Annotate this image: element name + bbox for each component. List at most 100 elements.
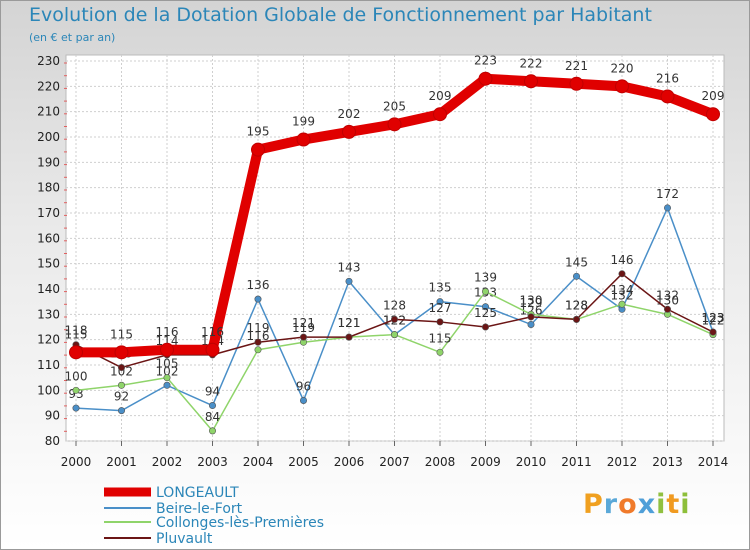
- data-point: [481, 323, 489, 331]
- data-point: [433, 107, 447, 122]
- legend-entry: LONGEAULT: [156, 485, 239, 501]
- y-tick-label: 120: [37, 333, 60, 347]
- data-point: [663, 204, 671, 212]
- data-label: 116: [156, 325, 179, 339]
- y-tick-label: 110: [37, 358, 60, 372]
- data-label: 125: [474, 306, 497, 320]
- data-point: [342, 124, 356, 139]
- data-label: 202: [338, 107, 361, 121]
- x-tick-label: 2008: [425, 455, 456, 469]
- data-label: 143: [338, 260, 361, 274]
- x-tick-label: 2011: [561, 455, 592, 469]
- x-tick-label: 2007: [379, 455, 410, 469]
- data-label: 132: [656, 288, 679, 302]
- data-label: 129: [520, 296, 543, 310]
- data-point: [618, 270, 626, 278]
- data-point: [709, 328, 717, 336]
- data-label: 205: [383, 99, 406, 113]
- data-point: [209, 402, 217, 410]
- data-point: [478, 71, 493, 86]
- x-tick-label: 2002: [152, 455, 183, 469]
- data-point: [436, 318, 444, 326]
- data-point: [390, 315, 398, 323]
- data-label: 222: [520, 56, 543, 70]
- data-label: 199: [292, 115, 315, 129]
- data-point: [72, 386, 80, 394]
- legend-entry: Collonges-lès-Premières: [156, 515, 324, 531]
- chart-title: Evolution de la Dotation Globale de Fonc…: [29, 4, 652, 26]
- data-point: [663, 305, 671, 313]
- data-label: 128: [383, 298, 406, 312]
- data-point: [69, 345, 83, 360]
- x-tick-label: 2004: [243, 455, 274, 469]
- data-point: [706, 107, 720, 122]
- x-tick-label: 2000: [61, 455, 92, 469]
- data-point: [163, 374, 171, 382]
- data-label: 100: [65, 369, 88, 383]
- data-label: 115: [110, 327, 133, 341]
- data-point: [251, 142, 265, 157]
- data-label: 220: [611, 61, 634, 75]
- data-label: 121: [292, 316, 315, 330]
- x-tick-label: 2012: [607, 455, 638, 469]
- y-tick-label: 220: [37, 79, 60, 93]
- legend-entry: Pluvault: [156, 531, 213, 547]
- data-point: [254, 295, 262, 303]
- data-point: [299, 396, 307, 404]
- data-point: [254, 346, 262, 354]
- data-point: [481, 288, 489, 296]
- data-point: [296, 132, 311, 147]
- data-label: 128: [565, 298, 588, 312]
- y-tick-label: 190: [37, 155, 60, 169]
- data-label: 123: [702, 311, 725, 325]
- data-point: [163, 381, 171, 389]
- data-point: [527, 313, 535, 321]
- x-tick-label: 2006: [334, 455, 365, 469]
- y-tick-label: 90: [45, 409, 60, 423]
- data-label: 122: [702, 314, 725, 328]
- legend-entry: Beire-le-Fort: [156, 501, 243, 517]
- data-point: [527, 320, 535, 328]
- data-label: 121: [338, 316, 361, 330]
- data-label: 114: [156, 334, 179, 348]
- data-point: [569, 76, 584, 91]
- data-point: [114, 345, 129, 360]
- data-point: [118, 364, 126, 372]
- x-tick-label: 2001: [106, 455, 137, 469]
- x-tick-label: 2013: [652, 455, 683, 469]
- data-point: [118, 407, 126, 415]
- data-point: [436, 298, 444, 306]
- data-point: [299, 333, 307, 341]
- data-label: 119: [292, 321, 315, 335]
- data-label: 119: [247, 321, 270, 335]
- x-tick-label: 2014: [698, 455, 729, 469]
- data-label: 172: [656, 187, 679, 201]
- data-label: 223: [474, 54, 497, 68]
- y-tick-label: 170: [37, 206, 60, 220]
- data-point: [436, 348, 444, 356]
- y-tick-label: 210: [37, 105, 60, 119]
- data-label: 136: [247, 278, 270, 292]
- proxiti-logo: Proxiti: [583, 489, 691, 520]
- y-tick-label: 150: [37, 257, 60, 271]
- data-point: [572, 315, 580, 323]
- data-point: [345, 277, 353, 285]
- data-label: 128: [565, 298, 588, 312]
- data-label: 115: [429, 331, 452, 345]
- data-point: [572, 272, 580, 280]
- data-point: [72, 404, 80, 412]
- data-label: 221: [565, 59, 588, 73]
- data-label: 115: [65, 327, 88, 341]
- x-tick-label: 2010: [516, 455, 547, 469]
- data-label: 130: [520, 293, 543, 307]
- data-label: 209: [702, 89, 725, 103]
- data-label: 96: [296, 379, 311, 393]
- x-tick-label: 2005: [288, 455, 319, 469]
- data-point: [390, 331, 398, 339]
- y-tick-label: 80: [45, 434, 60, 448]
- y-tick-label: 180: [37, 181, 60, 195]
- data-point: [205, 342, 220, 357]
- data-label: 84: [205, 410, 220, 424]
